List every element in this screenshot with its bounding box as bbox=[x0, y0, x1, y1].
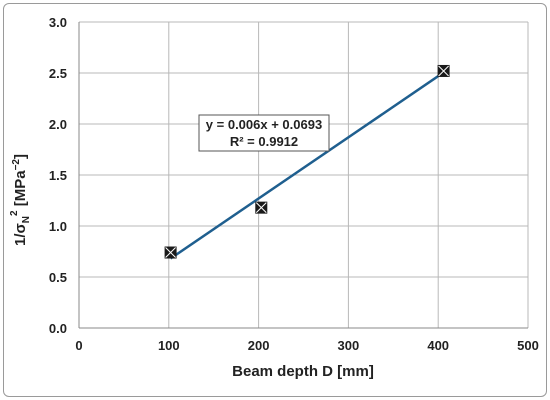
y-axis-title-base: 1/σ bbox=[12, 223, 29, 246]
data-point bbox=[255, 201, 268, 214]
regression-annotation: y = 0.006x + 0.0693 R² = 0.9912 bbox=[198, 114, 330, 152]
trendline-group bbox=[169, 71, 445, 260]
x-tick-label: 500 bbox=[517, 338, 539, 353]
y-axis-title: 1/σN2 [MPa−2] bbox=[9, 154, 32, 246]
grid-lines bbox=[78, 21, 529, 329]
y-tick-label: 0.0 bbox=[49, 321, 67, 336]
y-tick-label: 3.0 bbox=[49, 15, 67, 30]
x-tick-label: 300 bbox=[338, 338, 360, 353]
data-point bbox=[164, 246, 177, 259]
trendline bbox=[169, 71, 445, 260]
x-tick-label: 200 bbox=[248, 338, 270, 353]
y-tick-labels: 0.0 0.5 1.0 1.5 2.0 2.5 3.0 bbox=[49, 15, 67, 336]
r-squared-label: R² = 0.9912 bbox=[230, 134, 298, 149]
data-point bbox=[437, 64, 450, 77]
y-axis-title-sup: 2 bbox=[9, 210, 20, 216]
y-axis-title-sub: N bbox=[21, 216, 32, 223]
x-tick-labels: 0 100 200 300 400 500 bbox=[75, 338, 538, 353]
chart-frame bbox=[3, 3, 547, 397]
x-tick-label: 0 bbox=[75, 338, 82, 353]
x-tick-label: 100 bbox=[158, 338, 180, 353]
trendline-equation: y = 0.006x + 0.0693 bbox=[206, 117, 322, 132]
annotation-box bbox=[198, 114, 330, 152]
y-axis-title-unit-sup: −2 bbox=[11, 159, 22, 171]
x-axis-title: Beam depth D [mm] bbox=[232, 363, 374, 380]
data-point-cross-b bbox=[255, 202, 267, 213]
y-axis-title-unit: [MPa bbox=[12, 170, 29, 211]
y-tick-label: 2.0 bbox=[49, 117, 67, 132]
x-tick-label: 400 bbox=[427, 338, 449, 353]
data-markers bbox=[164, 64, 450, 259]
y-tick-label: 2.5 bbox=[49, 66, 67, 81]
y-tick-label: 1.5 bbox=[49, 168, 67, 183]
data-point-cross-b bbox=[438, 65, 449, 77]
y-tick-label: 1.0 bbox=[49, 219, 67, 234]
y-axis-title-unit-end: ] bbox=[12, 154, 29, 159]
data-point-cross-b bbox=[165, 247, 176, 258]
y-tick-label: 0.5 bbox=[49, 270, 67, 285]
